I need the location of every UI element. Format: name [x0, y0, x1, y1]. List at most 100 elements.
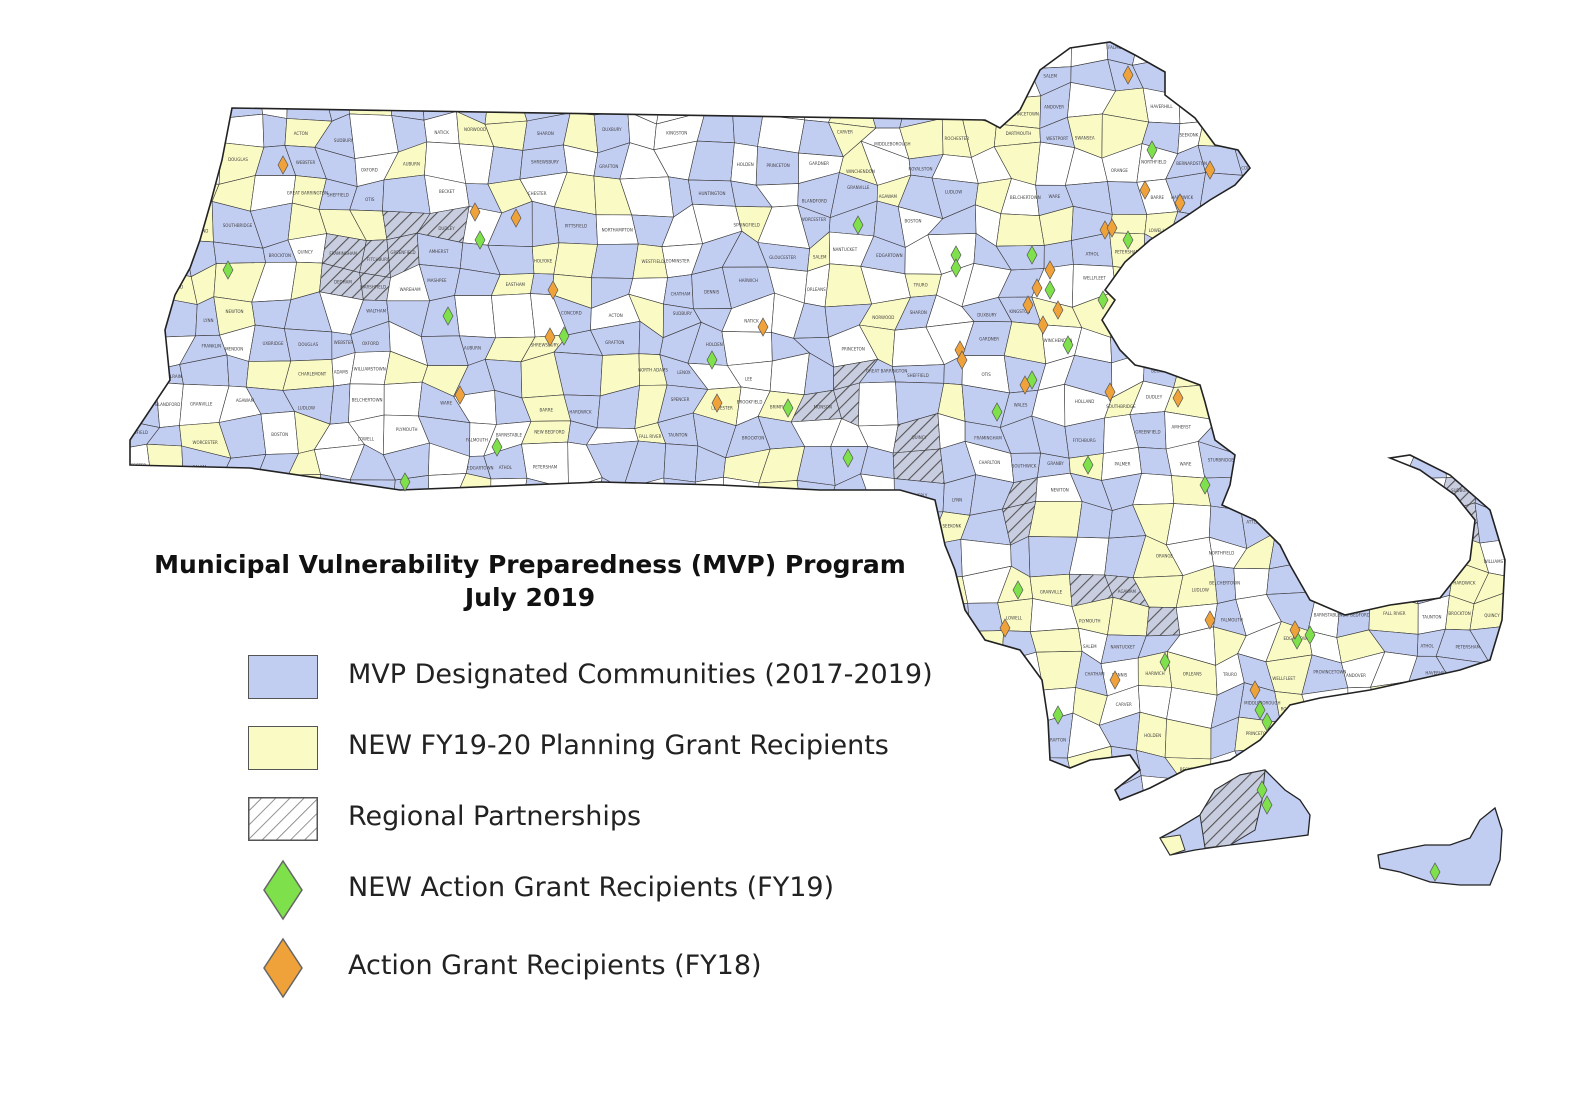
town-name-label: SALEM: [157, 859, 171, 864]
town-region: [1336, 42, 1379, 53]
town-region: [459, 42, 495, 61]
town-name-label: BERNARDSTON: [1313, 558, 1344, 563]
town-name-label: WELLFLEET: [601, 493, 625, 498]
town-name-label: BERNARDSTON: [1477, 349, 1508, 354]
town-name-label: NORTHFIELD: [1141, 159, 1166, 164]
town-name-label: LEOMINSTER: [1381, 824, 1407, 829]
town-name-label: BARRE: [1348, 580, 1362, 585]
town-region: [347, 52, 392, 95]
town-region: [1300, 741, 1349, 789]
town-region: [1370, 501, 1422, 543]
town-name-label: GRANBY: [1414, 253, 1431, 258]
orange-diamond-marker: [757, 317, 769, 337]
town-region: [1415, 411, 1445, 448]
town-region: [145, 239, 192, 278]
town-name-label: WORCESTER: [801, 217, 827, 222]
town-region: [1062, 867, 1116, 893]
town-region: [1369, 83, 1420, 125]
town-region: [389, 502, 430, 535]
town-region: [181, 874, 222, 897]
town-region: [1145, 606, 1181, 637]
town-region: [454, 295, 496, 339]
town-region: [1245, 63, 1280, 95]
town-name-label: SPENCER: [1250, 190, 1269, 195]
town-name-label: SPENCER: [671, 397, 690, 402]
town-region: [1337, 746, 1388, 789]
town-region: [1304, 500, 1348, 549]
town-name-label: DUDLEY: [438, 226, 455, 231]
town-region: [1028, 500, 1083, 538]
town-region: [1028, 804, 1081, 841]
town-region: [422, 56, 470, 99]
town-name-label: GRAFTON: [599, 164, 618, 169]
town-region: [490, 477, 528, 519]
town-region: [1271, 840, 1313, 867]
town-region: [1515, 414, 1539, 450]
town-name-label: ATHOL: [1420, 643, 1434, 648]
town-name-label: ORANGE: [1111, 168, 1129, 173]
town-region: [1473, 572, 1505, 605]
town-name-label: NORTHAMPTON: [602, 227, 633, 232]
town-region: [1238, 382, 1277, 419]
town-region: [658, 64, 706, 98]
town-region: [1473, 710, 1505, 750]
town-name-label: WELLFLEET: [1272, 676, 1296, 681]
town-region: [1198, 202, 1253, 243]
town-region: [181, 833, 224, 878]
town-name-label: MENDON: [1449, 527, 1467, 532]
orange-diamond-marker: [510, 208, 522, 228]
town-name-label: COLRAIN: [1348, 560, 1366, 565]
town-name-label: DUDLEY: [1146, 394, 1163, 399]
map-title-line1: Municipal Vulnerability Preparedness (MV…: [154, 550, 906, 579]
town-region: [1307, 804, 1354, 843]
town-region: [289, 42, 325, 64]
town-region: [316, 52, 358, 95]
town-name-label: NANTUCKET: [1183, 70, 1208, 75]
town-name-label: MASHPEE: [564, 97, 584, 102]
town-region: [591, 243, 639, 279]
town-name-label: ATHOL: [1086, 252, 1100, 257]
town-region: [1372, 177, 1416, 205]
town-name-label: DARTMOUTH: [1277, 321, 1303, 326]
town-name-label: MILFORD: [1117, 858, 1135, 863]
town-region: [1337, 711, 1388, 757]
town-name-label: NANTUCKET: [230, 469, 255, 474]
town-name-label: BROOKFIELD: [1376, 192, 1402, 197]
town-region: [130, 749, 160, 782]
town-name-label: LEOMINSTER: [600, 640, 626, 645]
town-region: [1441, 81, 1490, 121]
town-name-label: ORLEANS: [850, 109, 869, 114]
town-region: [757, 512, 803, 535]
town-region: [1209, 383, 1247, 421]
town-name-label: DOUGLAS: [129, 554, 149, 559]
town-region: [1301, 263, 1352, 303]
legend-item-action-fy19: NEW Action Grant Recipients (FY19): [248, 859, 968, 921]
town-region: [159, 657, 193, 698]
town-region: [906, 533, 939, 579]
orange-diamond-marker: [1204, 610, 1216, 630]
town-name-label: WARE: [1317, 579, 1329, 584]
town-name-label: OTIS: [1121, 759, 1131, 764]
town-name-label: NANTUCKET: [833, 247, 858, 252]
town-region: [158, 725, 189, 757]
town-region: [1035, 712, 1074, 759]
town-region: [1404, 172, 1454, 211]
town-region: [1278, 263, 1310, 309]
town-region: [796, 480, 836, 518]
town-name-label: HOLLAND: [189, 228, 209, 233]
town-region: [757, 50, 804, 98]
town-name-label: HOLYOKE: [534, 258, 553, 263]
nantucket: [1377, 806, 1503, 886]
town-name-label: TRURO: [913, 282, 928, 287]
town-name-label: CHARLTON: [701, 852, 723, 857]
town-name-label: DARTMOUTH: [1312, 707, 1338, 712]
town-name-label: EASTHAM: [506, 282, 526, 287]
town-region: [214, 80, 264, 119]
town-region: [1028, 839, 1066, 873]
town-region: [1174, 866, 1217, 896]
town-name-label: WALTHAM: [366, 309, 386, 314]
town-region: [1233, 87, 1286, 125]
town-region: [1275, 741, 1314, 783]
town-name-label: LUDLOW: [945, 189, 962, 194]
